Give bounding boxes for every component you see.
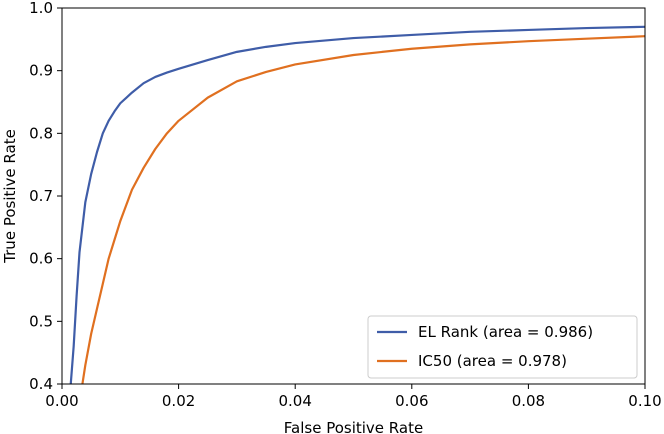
y-tick-label: 0.9 (29, 62, 53, 80)
legend-label: EL Rank (area = 0.986) (418, 323, 593, 341)
legend: EL Rank (area = 0.986) IC50 (area = 0.978… (367, 315, 638, 379)
y-tick-label: 1.0 (29, 0, 53, 17)
plot-area (69, 25, 645, 384)
y-tick-label: 0.4 (29, 375, 53, 393)
y-axis-label: True Positive Rate (1, 129, 19, 264)
axis-labels: False Positive Rate True Positive Rate (1, 129, 423, 434)
x-tick-label: 0.04 (278, 392, 311, 410)
series-line-ic50 (81, 35, 645, 384)
series-line-el-rank (69, 25, 645, 384)
y-tick-label: 0.7 (29, 187, 53, 205)
y-tick-label: 0.5 (29, 312, 53, 330)
x-axis-label: False Positive Rate (284, 419, 423, 434)
legend-label: IC50 (area = 0.978) (418, 352, 567, 370)
x-tick-label: 0.08 (512, 392, 545, 410)
legend-box (367, 315, 638, 379)
x-tick-label: 0.02 (162, 392, 195, 410)
y-tick-label: 0.8 (29, 124, 53, 142)
x-tick-label: 0.06 (395, 392, 428, 410)
axes: 0.00 0.02 0.04 0.06 0.08 0.10 0.4 0.5 0.6 0.7 0.8 0… (29, 0, 662, 410)
y-tick-label: 0.6 (29, 250, 53, 268)
x-tick-label: 0.00 (45, 392, 78, 410)
x-tick-label: 0.10 (628, 392, 661, 410)
series-group (69, 25, 645, 384)
